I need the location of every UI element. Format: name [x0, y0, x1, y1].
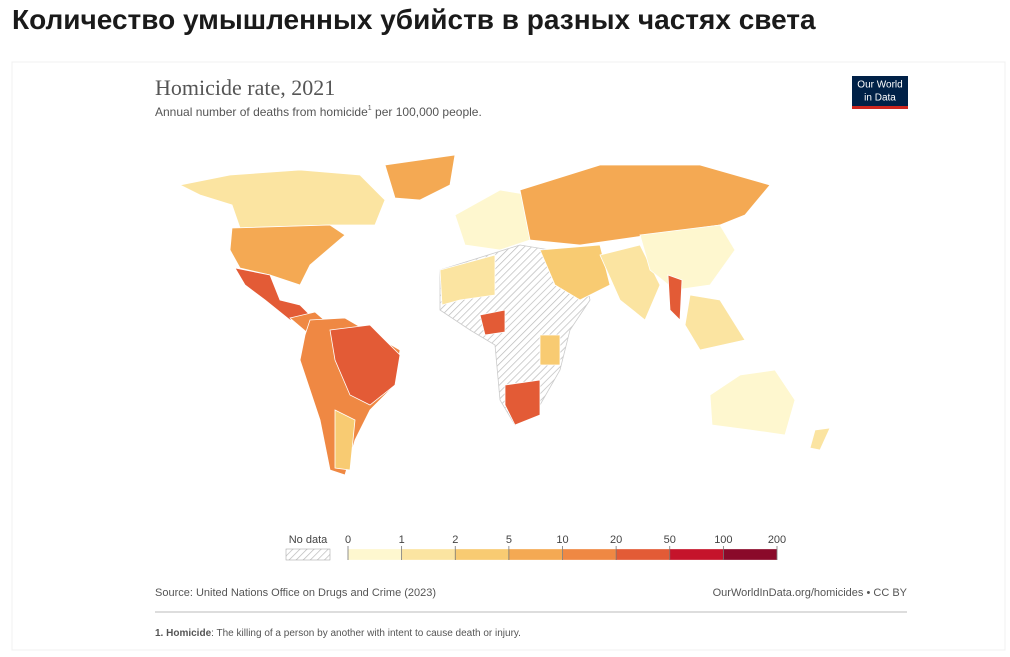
- footnote-ref: 1: [368, 105, 372, 112]
- legend-tick-label: 1: [399, 534, 405, 546]
- logo: Our World in Data: [852, 76, 908, 109]
- southeast-asia: [684, 294, 746, 351]
- south-africa: [504, 379, 541, 426]
- subtitle-text: per 100,000 people.: [372, 105, 482, 119]
- myanmar: [667, 274, 683, 321]
- source: Source: United Nations Office on Drugs a…: [155, 587, 436, 599]
- legend-swatch: [401, 548, 456, 561]
- footnote-term: 1. Homicide: [155, 628, 212, 639]
- legend-no-data-label: No data: [289, 534, 328, 546]
- legend-swatch: [723, 548, 778, 561]
- legend-tick-label: 100: [714, 534, 732, 546]
- china: [639, 224, 736, 291]
- east-africa: [539, 334, 561, 366]
- russia: [519, 164, 771, 246]
- canada: [178, 169, 386, 229]
- north-africa: [439, 254, 496, 306]
- chart-title: Homicide rate, 2021: [155, 75, 335, 100]
- logo-text: Our World: [857, 80, 902, 91]
- legend-swatch: [347, 548, 402, 561]
- new-zealand: [809, 427, 831, 451]
- legend: No data 0 1 2 5 10 20 50 100 200: [285, 534, 786, 561]
- brazil: [329, 324, 401, 406]
- subtitle: Annual number of deaths from homicide1 p…: [155, 105, 482, 119]
- footnote: 1. Homicide: The killing of a person by …: [155, 628, 521, 639]
- legend-tick-label: 20: [610, 534, 622, 546]
- legend-tick-label: 0: [345, 534, 351, 546]
- world-map: [178, 154, 831, 476]
- legend-swatch: [455, 548, 510, 561]
- footnote-text: : The killing of a person by another wit…: [211, 628, 521, 639]
- legend-swatch: [669, 548, 724, 561]
- greenland: [384, 154, 456, 201]
- legend-swatch: [508, 548, 563, 561]
- legend-swatch: [562, 548, 617, 561]
- legend-tick-label: 5: [506, 534, 512, 546]
- argentina: [334, 409, 356, 471]
- subtitle-text: Annual number of deaths from homicide: [155, 105, 368, 119]
- url: OurWorldInData.org/homicides • CC BY: [713, 587, 908, 599]
- nigeria: [479, 309, 506, 336]
- usa: [229, 224, 346, 286]
- logo-bar: [852, 106, 908, 109]
- logo-text: in Data: [864, 93, 896, 104]
- middle-east: [539, 244, 611, 301]
- legend-swatch: [615, 548, 670, 561]
- india: [599, 244, 661, 321]
- logo-box: [852, 76, 908, 106]
- legend-tick-label: 10: [556, 534, 568, 546]
- australia: [709, 369, 796, 436]
- legend-tick-label: 200: [768, 534, 786, 546]
- legend-tick-label: 2: [452, 534, 458, 546]
- legend-tick-label: 50: [664, 534, 676, 546]
- legend-no-data-swatch: [285, 548, 331, 561]
- page-title: Количество умышленных убийств в разных ч…: [12, 4, 816, 35]
